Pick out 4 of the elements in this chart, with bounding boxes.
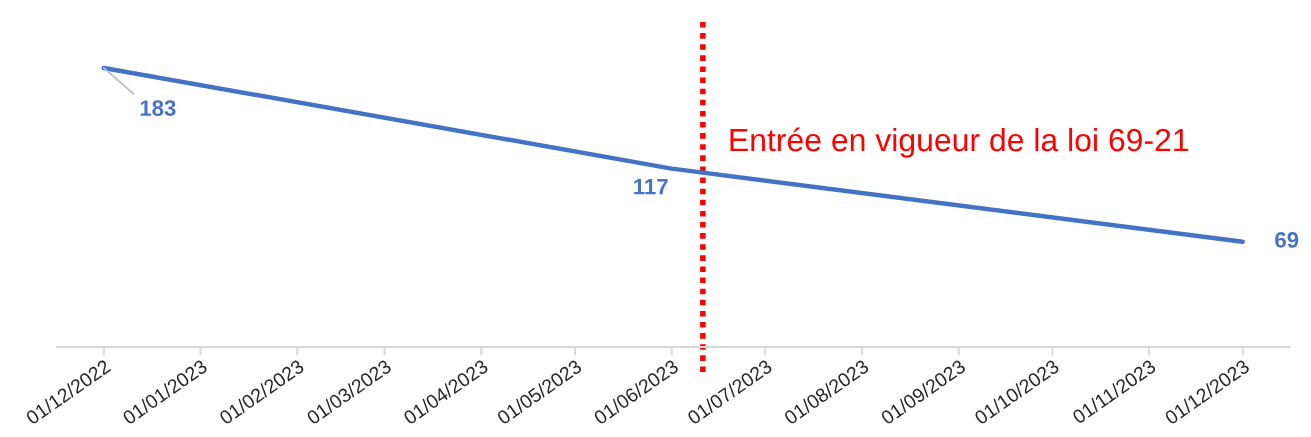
- data-label: 183: [140, 100, 176, 116]
- ref-line-label: Entrée en vigueur de la loi 69-21: [730, 127, 1189, 158]
- data-label: 69: [1275, 232, 1299, 248]
- data-label: 117: [634, 179, 668, 195]
